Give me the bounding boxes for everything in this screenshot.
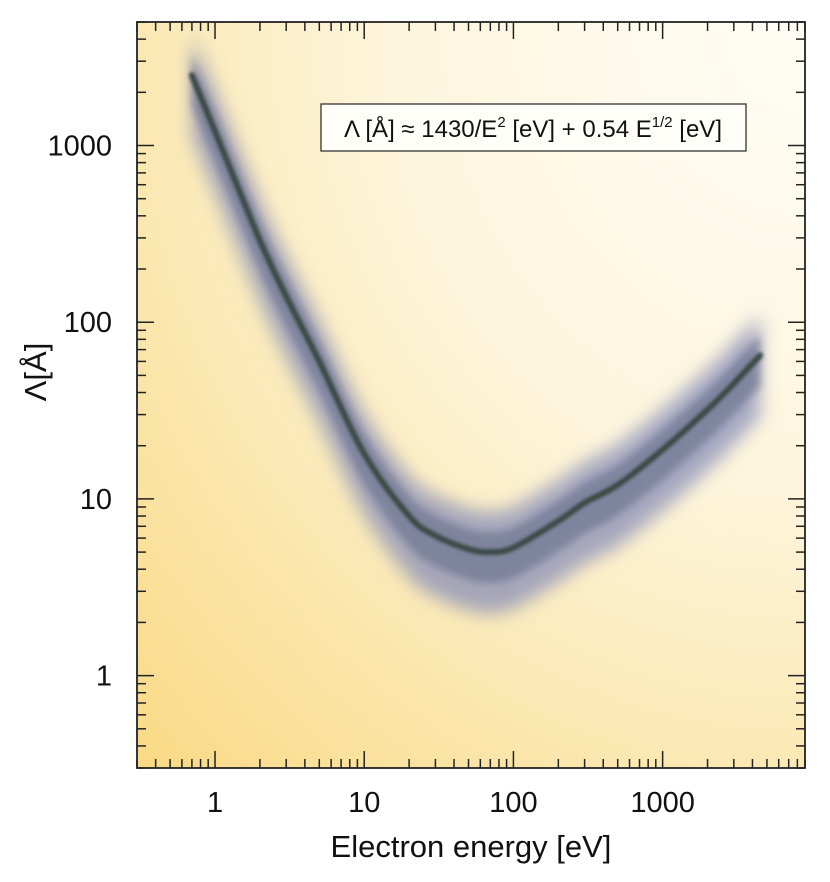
- x-tick-label: 1: [207, 787, 223, 819]
- axis-ticks: [136, 21, 806, 769]
- y-axis-unit: [Å]: [18, 343, 53, 381]
- data-layer: [188, 34, 764, 614]
- uncertainty-band-inner: [191, 54, 761, 583]
- svg-text:Λ[Å]: Λ[Å]: [18, 343, 53, 402]
- mean-free-path-curve: [188, 72, 764, 556]
- y-tick-label: 10: [80, 484, 112, 516]
- y-axis-symbol: Λ: [18, 380, 53, 401]
- formula-text: Λ [Å] ≈ 1430/E2 [eV] + 0.54 E1/2 [eV]: [344, 114, 722, 143]
- x-tick-label: 10: [348, 787, 380, 819]
- y-tick-labels: 1 10 100 1000: [47, 131, 112, 693]
- plot-frame: [136, 21, 806, 769]
- x-axis-title: Electron energy [eV]: [331, 829, 612, 864]
- x-tick-labels: 1 10 100 1000: [207, 787, 695, 819]
- formula-box: [320, 103, 747, 152]
- y-tick-label: 1000: [47, 131, 112, 163]
- y-axis-title: Λ[Å]: [18, 343, 53, 402]
- formula-annotation: Λ [Å] ≈ 1430/E2 [eV] + 0.54 E1/2 [eV]: [320, 103, 747, 152]
- x-tick-label: 1000: [630, 787, 695, 819]
- x-tick-label: 100: [489, 787, 537, 819]
- y-tick-label: 1: [96, 661, 112, 693]
- y-tick-label: 100: [64, 307, 112, 339]
